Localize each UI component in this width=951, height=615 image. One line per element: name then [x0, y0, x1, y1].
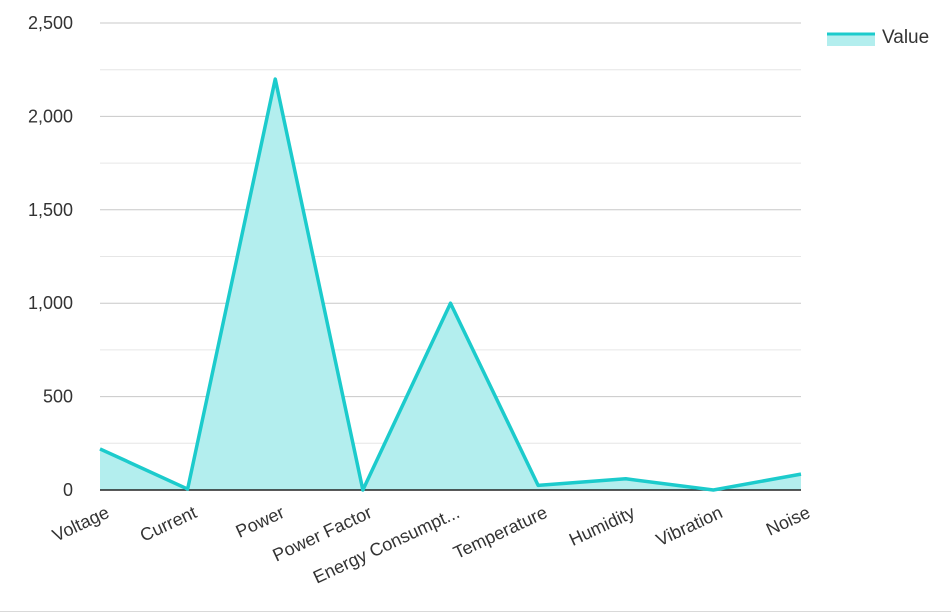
y-tick-label: 2,000: [28, 106, 73, 126]
y-tick-label: 0: [63, 480, 73, 500]
x-tick-label: Current: [137, 502, 200, 545]
bottom-divider: [0, 611, 951, 612]
y-tick-label: 1,500: [28, 200, 73, 220]
x-tick-label: Energy Consumpt...: [310, 502, 463, 587]
x-tick-label: Noise: [763, 502, 813, 540]
x-tick-label: Humidity: [566, 502, 638, 550]
series-area-fill: [100, 79, 801, 490]
x-tick-label: Temperature: [450, 502, 550, 563]
y-axis-tick-labels: 0 500 1,000 1,500 2,000 2,500: [28, 13, 73, 500]
x-tick-label: Power: [233, 502, 288, 542]
y-tick-label: 1,000: [28, 293, 73, 313]
legend[interactable]: Value: [827, 27, 929, 48]
legend-swatch: [827, 33, 875, 46]
x-tick-label: Voltage: [49, 502, 112, 546]
series-line: [99, 77, 802, 492]
x-tick-label: Vibration: [653, 502, 726, 550]
y-tick-label: 500: [43, 387, 73, 407]
legend-label: Value: [882, 27, 929, 48]
y-tick-label: 2,500: [28, 13, 73, 33]
